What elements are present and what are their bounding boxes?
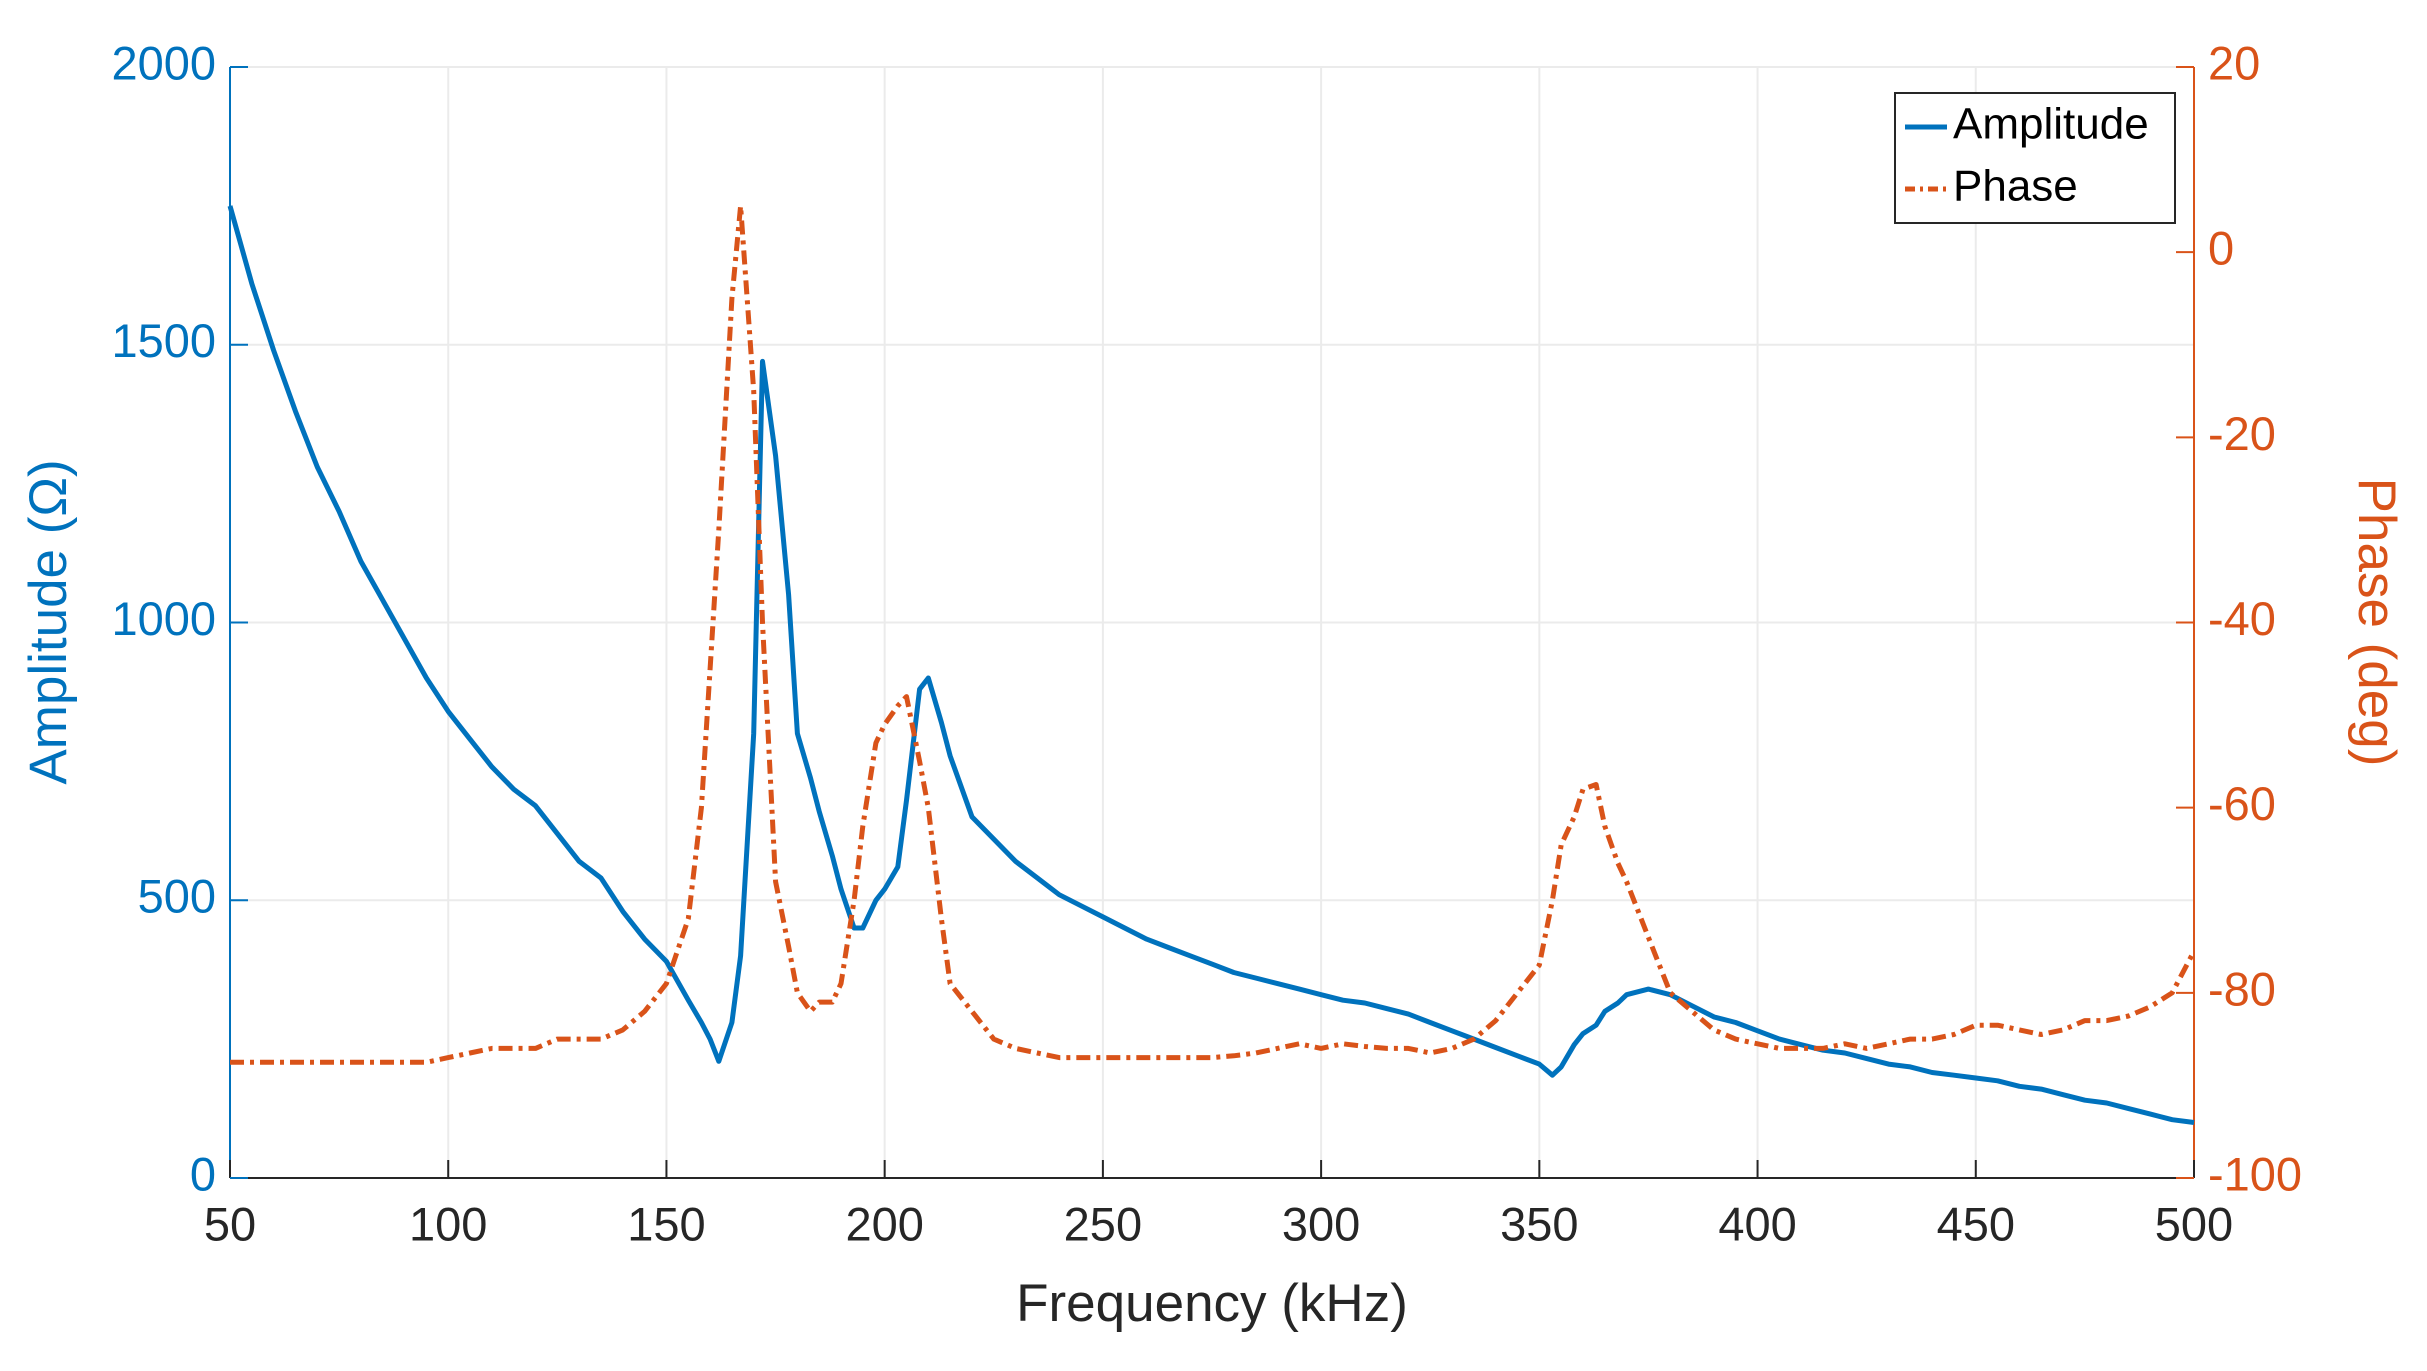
y-tick-label: 2000 — [111, 36, 216, 89]
y2-tick-label: -20 — [2208, 407, 2276, 460]
y-axis-label: Amplitude (Ω) — [19, 459, 78, 784]
y-tick-label: 0 — [190, 1147, 216, 1200]
x-tick-label: 150 — [627, 1197, 705, 1250]
y2-tick-label: 20 — [2208, 36, 2260, 89]
x-axis-label: Frequency (kHz) — [1016, 1274, 1408, 1333]
y2-tick-label: -40 — [2208, 592, 2276, 645]
x-tick-label: 350 — [1500, 1197, 1578, 1250]
x-tick-label: 250 — [1064, 1197, 1142, 1250]
x-tick-label: 300 — [1282, 1197, 1360, 1250]
y2-tick-label: -100 — [2208, 1147, 2302, 1200]
x-tick-label: 100 — [409, 1197, 487, 1250]
data-line — [230, 203, 2197, 1065]
x-tick-label: 500 — [2155, 1197, 2233, 1250]
y2-tick-label: -80 — [2208, 962, 2276, 1015]
y-tick-label: 1000 — [111, 592, 216, 645]
legend-label: Phase — [1953, 162, 2078, 211]
x-tick-label: 400 — [1718, 1197, 1796, 1250]
legend-label: Amplitude — [1953, 100, 2149, 149]
x-tick-label: 50 — [204, 1197, 256, 1250]
legend-box — [1894, 92, 2176, 224]
data-line — [227, 205, 2195, 1125]
y2-axis-label: Phase (deg) — [2347, 478, 2406, 767]
x-tick-label: 200 — [845, 1197, 923, 1250]
x-tick-label: 450 — [1937, 1197, 2015, 1250]
y2-tick-label: 0 — [2208, 222, 2234, 275]
y-tick-label: 500 — [138, 870, 216, 923]
y-tick-label: 1500 — [111, 314, 216, 367]
y2-tick-label: -60 — [2208, 777, 2276, 830]
